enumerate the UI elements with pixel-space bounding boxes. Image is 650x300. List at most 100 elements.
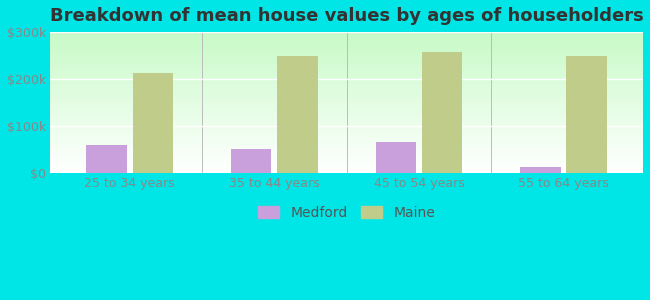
Bar <box>50 60 643 61</box>
Bar <box>50 128 643 129</box>
Bar <box>50 52 643 53</box>
Bar <box>50 141 643 142</box>
Bar <box>50 135 643 136</box>
Bar <box>50 161 643 162</box>
Bar <box>50 169 643 170</box>
Bar <box>50 129 643 130</box>
Bar <box>50 97 643 98</box>
Bar <box>422 52 462 173</box>
Bar <box>50 36 643 37</box>
Bar <box>50 79 643 80</box>
Bar <box>50 61 643 62</box>
Bar <box>50 130 643 131</box>
Bar <box>50 150 643 151</box>
Bar <box>50 62 643 63</box>
Bar <box>50 54 643 55</box>
Bar <box>50 172 643 173</box>
Bar <box>50 96 643 97</box>
Bar <box>50 77 643 78</box>
Bar <box>50 53 643 54</box>
Bar <box>50 40 643 41</box>
Bar <box>50 136 643 137</box>
Bar <box>50 120 643 121</box>
Bar <box>50 144 643 145</box>
Bar <box>50 148 643 149</box>
Bar <box>50 43 643 44</box>
Bar <box>50 147 643 148</box>
Title: Breakdown of mean house values by ages of householders: Breakdown of mean house values by ages o… <box>50 7 644 25</box>
Bar <box>50 157 643 158</box>
Bar <box>50 80 643 81</box>
Bar <box>50 50 643 51</box>
Bar <box>376 142 416 173</box>
Bar <box>50 47 643 48</box>
Bar <box>50 152 643 153</box>
Bar <box>50 65 643 66</box>
Bar <box>50 71 643 72</box>
Bar <box>50 146 643 147</box>
Bar <box>50 168 643 169</box>
Bar <box>50 38 643 39</box>
Bar <box>50 119 643 120</box>
Bar <box>50 92 643 93</box>
Bar <box>50 55 643 56</box>
Bar <box>50 32 643 33</box>
Bar <box>50 111 643 112</box>
Bar <box>50 49 643 50</box>
Bar <box>50 162 643 163</box>
Bar <box>50 125 643 126</box>
Bar <box>50 95 643 96</box>
Bar <box>50 87 643 88</box>
Bar <box>50 100 643 101</box>
Bar <box>50 114 643 115</box>
Bar <box>50 151 643 152</box>
Bar <box>50 167 643 168</box>
Bar <box>50 143 643 144</box>
Bar <box>50 44 643 45</box>
Bar <box>50 112 643 113</box>
Bar <box>50 74 643 75</box>
Bar <box>278 56 318 173</box>
Bar <box>50 165 643 166</box>
Bar <box>50 67 643 68</box>
Bar <box>50 68 643 69</box>
Bar <box>50 106 643 107</box>
Bar <box>50 117 643 118</box>
Bar <box>50 40 643 41</box>
Bar <box>50 127 643 128</box>
Bar <box>50 149 643 150</box>
Bar <box>50 108 643 109</box>
Bar <box>50 100 643 101</box>
Bar <box>50 170 643 171</box>
Bar <box>50 94 643 95</box>
Bar <box>50 85 643 86</box>
Bar <box>50 48 643 49</box>
Bar <box>50 133 643 134</box>
Bar <box>50 42 643 43</box>
Bar <box>50 33 643 34</box>
Bar <box>50 88 643 89</box>
Bar <box>50 37 643 38</box>
Bar <box>50 113 643 114</box>
Bar <box>50 131 643 132</box>
Bar <box>50 140 643 141</box>
Bar <box>231 149 272 173</box>
Bar <box>50 63 643 64</box>
Bar <box>50 98 643 99</box>
Bar <box>520 167 561 173</box>
Bar <box>50 64 643 65</box>
Bar <box>86 145 127 173</box>
Bar <box>50 58 643 59</box>
Bar <box>50 137 643 138</box>
Bar <box>50 155 643 156</box>
Bar <box>50 158 643 159</box>
Bar <box>50 57 643 58</box>
Bar <box>50 105 643 106</box>
Bar <box>50 164 643 165</box>
Bar <box>50 81 643 82</box>
Bar <box>50 107 643 108</box>
Bar <box>50 116 643 117</box>
Bar <box>50 89 643 90</box>
Bar <box>50 82 643 83</box>
Bar <box>50 138 643 139</box>
